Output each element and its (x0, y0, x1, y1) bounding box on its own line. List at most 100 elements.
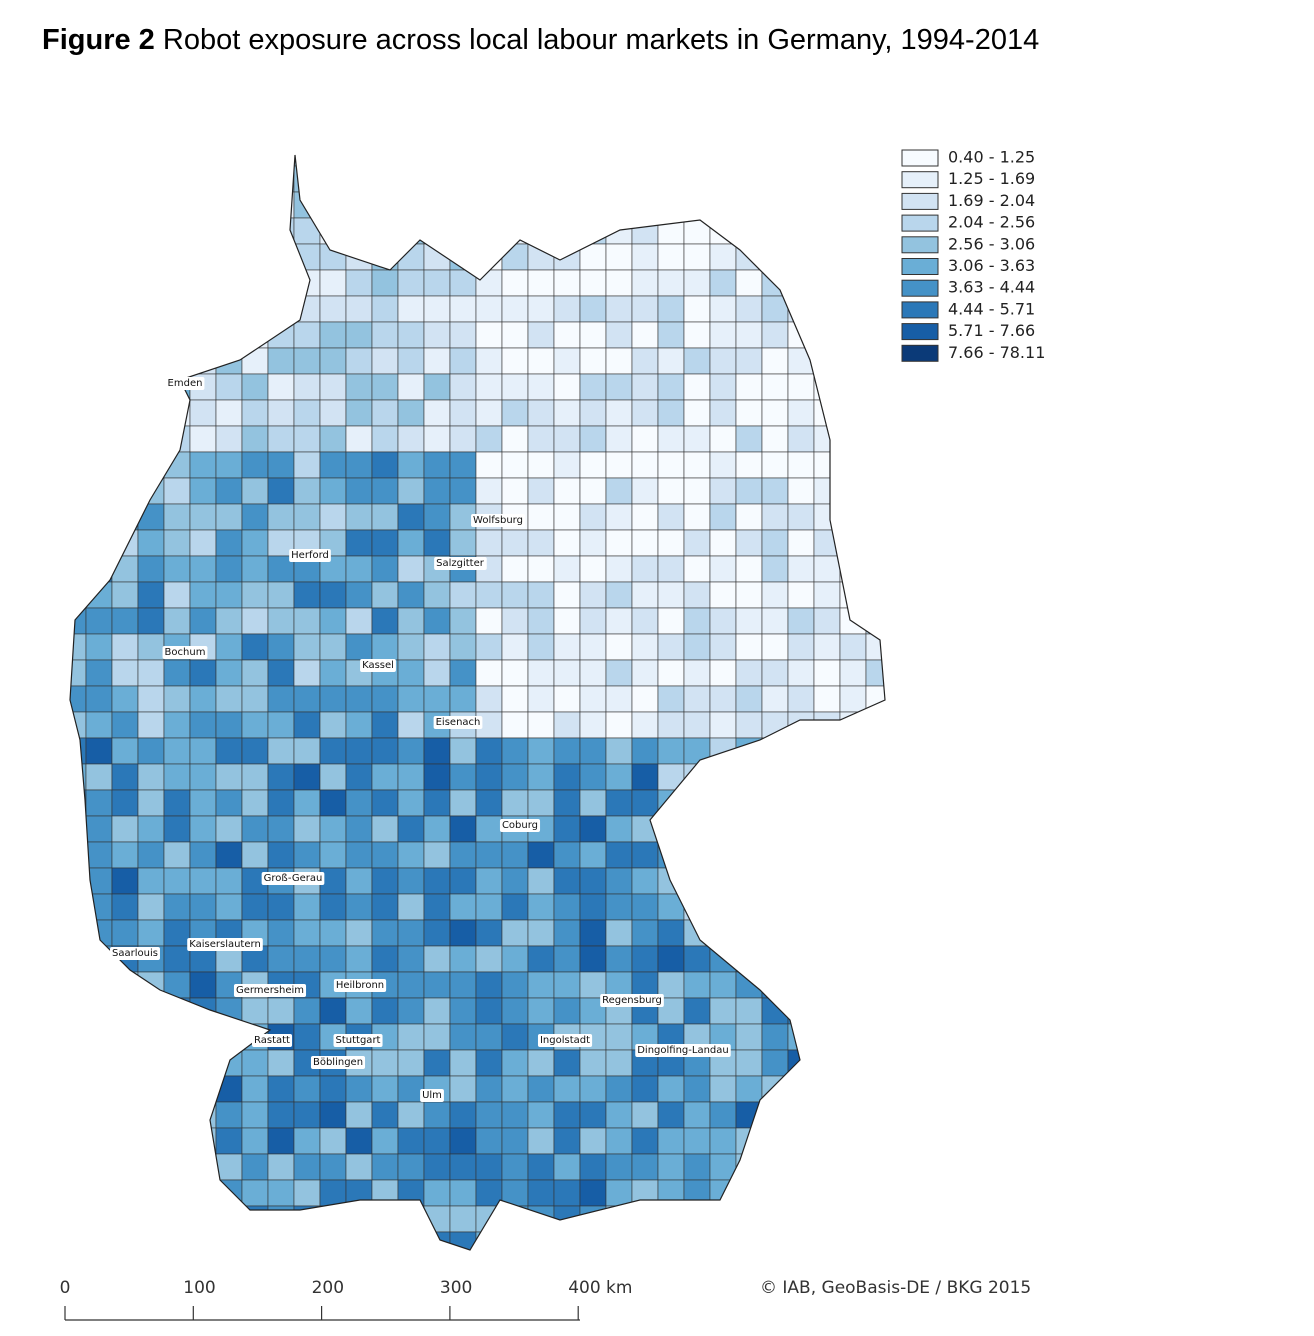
region (137, 1075, 165, 1103)
region (111, 1205, 139, 1233)
region (813, 191, 841, 219)
region (111, 841, 139, 869)
region (371, 841, 399, 869)
region (605, 945, 633, 973)
region (85, 399, 113, 427)
region (449, 763, 477, 791)
region (787, 1075, 815, 1103)
region (761, 399, 789, 427)
region (319, 243, 347, 271)
region (865, 841, 885, 869)
region (70, 919, 87, 947)
region (605, 295, 633, 323)
region (137, 1127, 165, 1155)
scale-label: 100 (183, 1278, 215, 1298)
region (892, 894, 918, 920)
region (761, 763, 789, 791)
region (709, 789, 737, 817)
region (605, 191, 633, 219)
region (449, 1127, 477, 1155)
region (215, 373, 243, 401)
region (735, 971, 763, 999)
region (189, 347, 217, 375)
region (449, 841, 477, 869)
region (735, 399, 763, 427)
region (475, 321, 503, 349)
region (787, 451, 815, 479)
region (371, 269, 399, 297)
region (553, 1101, 581, 1129)
region (761, 425, 789, 453)
region (501, 191, 529, 219)
region (85, 1153, 113, 1181)
region (397, 347, 425, 375)
region (684, 1258, 710, 1284)
region (111, 529, 139, 557)
region (553, 633, 581, 661)
region (605, 555, 633, 583)
region (892, 842, 918, 868)
region (501, 893, 529, 921)
region (138, 1258, 164, 1284)
region (189, 711, 217, 739)
region (371, 217, 399, 245)
region (163, 1179, 191, 1207)
region (241, 217, 269, 245)
region (865, 165, 885, 193)
region (839, 217, 867, 245)
region (761, 659, 789, 687)
region (709, 971, 737, 999)
region (865, 789, 885, 817)
region (527, 529, 555, 557)
region (735, 711, 763, 739)
region (865, 1179, 885, 1207)
region (449, 997, 477, 1025)
region (267, 789, 295, 817)
region (839, 529, 867, 557)
region (423, 789, 451, 817)
region (163, 269, 191, 297)
region (761, 1205, 789, 1233)
region (85, 217, 113, 245)
legend-swatch (901, 214, 939, 232)
region (657, 1101, 685, 1129)
region (189, 1179, 217, 1207)
region (657, 477, 685, 505)
region (787, 815, 815, 843)
region (85, 529, 113, 557)
region (215, 1101, 243, 1129)
region (189, 155, 217, 167)
region (397, 815, 425, 843)
region (345, 1101, 373, 1129)
region (631, 1153, 659, 1181)
region (241, 581, 269, 609)
region (137, 295, 165, 323)
region (579, 503, 607, 531)
region (111, 295, 139, 323)
region (475, 1075, 503, 1103)
region (579, 659, 607, 687)
region (709, 555, 737, 583)
region (267, 269, 295, 297)
region (865, 191, 885, 219)
region (735, 685, 763, 713)
region (397, 971, 425, 999)
region (371, 633, 399, 661)
region (787, 529, 815, 557)
legend-label: 7.66 - 78.11 (948, 343, 1045, 362)
region (85, 763, 113, 791)
city-label-box (360, 659, 396, 672)
region (397, 321, 425, 349)
region (657, 425, 685, 453)
region (605, 789, 633, 817)
region (397, 659, 425, 687)
region (397, 633, 425, 661)
region (501, 737, 529, 765)
region (241, 165, 269, 193)
region (605, 815, 633, 843)
region (736, 1258, 762, 1284)
region (475, 737, 503, 765)
region (553, 763, 581, 791)
region (70, 581, 87, 609)
region (371, 763, 399, 791)
